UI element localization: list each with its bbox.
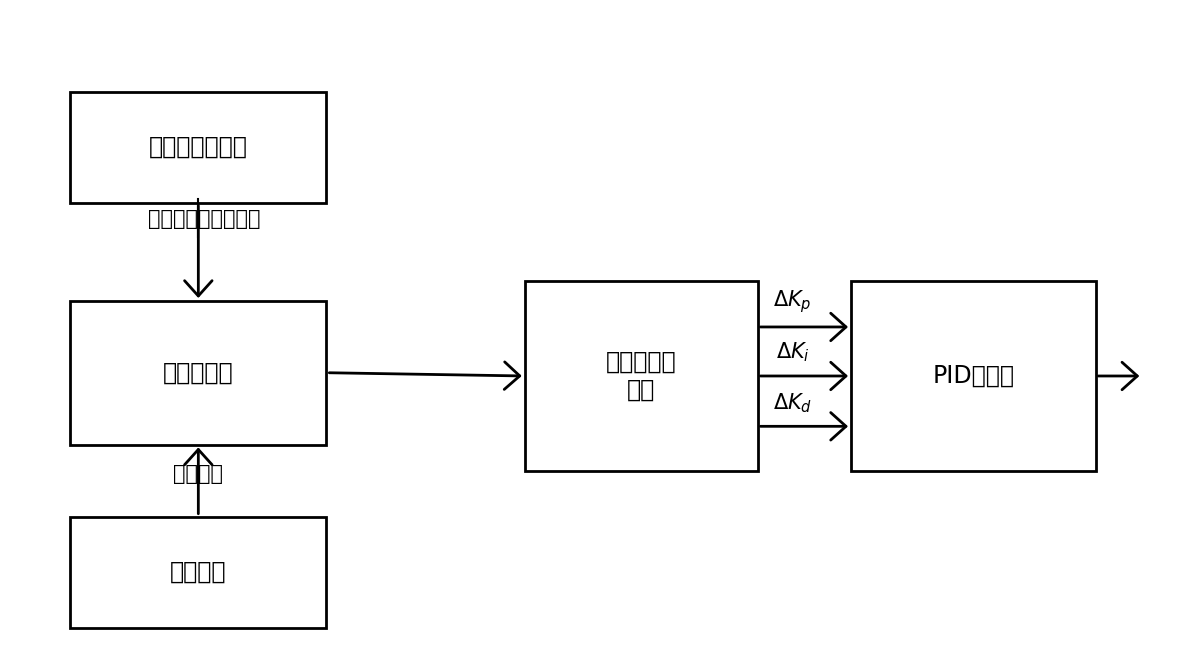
Text: 样本训练: 样本训练 [174, 464, 224, 484]
Text: 神经网络控制器: 神经网络控制器 [149, 135, 247, 159]
Text: PID控制器: PID控制器 [932, 364, 1014, 388]
Text: $\Delta K_d$: $\Delta K_d$ [773, 391, 812, 415]
Bar [851, 281, 1095, 471]
Bar [70, 516, 327, 628]
Text: $\Delta K_p$: $\Delta K_p$ [773, 288, 812, 315]
Bar [70, 301, 327, 445]
Text: 样本数据: 样本数据 [170, 560, 227, 584]
Bar [524, 281, 757, 471]
Text: 神经网络: 神经网络 [149, 209, 199, 229]
Text: 自学习函数: 自学习函数 [199, 209, 260, 229]
Text: 模糊控制器: 模糊控制器 [163, 361, 233, 385]
Text: $\Delta K_i$: $\Delta K_i$ [775, 341, 810, 364]
Text: 神经模糊控
制器: 神经模糊控 制器 [606, 350, 677, 402]
Bar [70, 91, 327, 203]
